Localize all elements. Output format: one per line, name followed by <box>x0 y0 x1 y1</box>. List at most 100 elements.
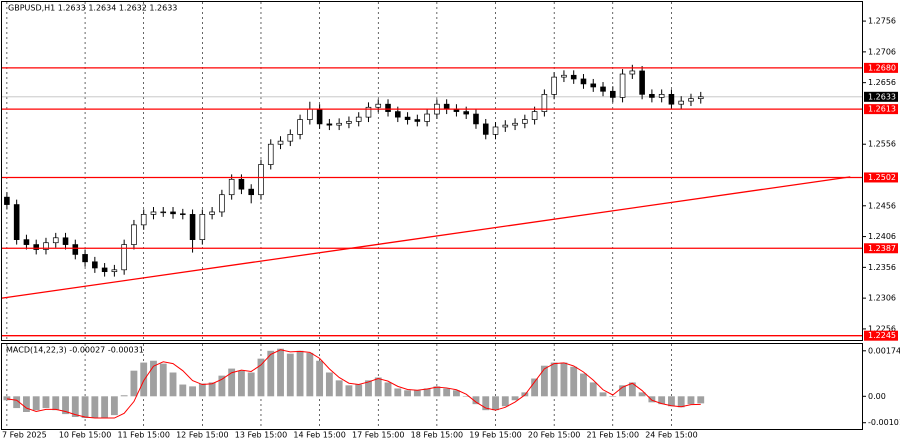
level-label-box <box>864 330 898 341</box>
candle-body <box>404 116 411 120</box>
candle-body <box>443 103 450 110</box>
candle-body <box>111 269 118 273</box>
candle-body <box>531 111 538 120</box>
y-tick-label: 0.00 <box>868 392 886 401</box>
candle-body <box>248 188 254 196</box>
y-tick-label: 1.2356 <box>868 263 896 272</box>
candle-body <box>150 211 157 215</box>
histogram-bar <box>365 380 372 397</box>
candle-body <box>72 244 79 255</box>
histogram-bar <box>159 363 167 397</box>
histogram-bar <box>130 370 138 397</box>
level-label-text: 1.2245 <box>868 331 896 340</box>
level-label-text: 1.2387 <box>868 244 896 253</box>
histogram-bar <box>23 396 30 412</box>
x-tick-label: 13 Feb 15:00 <box>235 431 287 440</box>
level-label-text: 1.2680 <box>868 63 896 72</box>
histogram-bar <box>501 396 509 407</box>
histogram-bar <box>189 386 196 397</box>
x-tick-label: 11 Feb 15:00 <box>117 431 169 440</box>
y-tick-label: 0.00174 <box>868 346 900 355</box>
histogram-bar <box>540 365 548 397</box>
y-tick-label: -0.00101 <box>868 418 900 427</box>
histogram-bar <box>628 382 636 397</box>
histogram-bar <box>238 370 245 397</box>
y-tick-label: 1.2656 <box>868 78 896 87</box>
candle-body <box>316 108 323 125</box>
histogram-bar <box>482 396 490 411</box>
histogram-bar <box>531 378 539 397</box>
y-tick-label: 1.2256 <box>868 324 896 333</box>
candle-body <box>160 211 167 214</box>
candle-body <box>610 90 616 98</box>
candle-body <box>238 178 245 190</box>
histogram-bar <box>198 383 206 397</box>
candle-body <box>600 86 606 92</box>
chart-title: GBPUSD,H1 1.2633 1.2634 1.2632 1.2633 <box>8 4 177 13</box>
candle-body <box>346 121 352 124</box>
candle-body <box>502 124 509 128</box>
histogram-bar <box>648 396 656 403</box>
candle-body <box>649 93 655 98</box>
price-pane <box>1 1 863 341</box>
current-price-box <box>864 91 898 102</box>
x-tick-label: 24 Feb 15:00 <box>645 431 697 440</box>
histogram-bar <box>81 396 89 419</box>
candle-body <box>13 204 20 240</box>
candle-body <box>570 74 577 80</box>
candle-body <box>512 122 518 126</box>
histogram-bar <box>394 388 402 397</box>
histogram-bar <box>677 396 685 408</box>
histogram-bar <box>355 384 363 397</box>
candle-body <box>482 123 489 135</box>
level-label: 1.2680 <box>864 62 898 73</box>
histogram-bar <box>384 382 392 397</box>
histogram-bar <box>638 392 646 397</box>
x-tick-label: 20 Feb 15:00 <box>528 431 580 440</box>
candle-body <box>561 74 567 78</box>
histogram-bar <box>325 372 333 397</box>
candle-body <box>209 211 215 215</box>
histogram-bar <box>13 396 21 409</box>
candle-body <box>170 211 176 215</box>
candle-body <box>355 116 362 122</box>
histogram-bar <box>374 377 382 397</box>
candle-body <box>189 214 196 240</box>
histogram-bar <box>52 396 60 411</box>
histogram-bar <box>462 396 470 397</box>
candle-body <box>267 143 274 165</box>
candle-body <box>629 70 636 75</box>
level-label: 1.2245 <box>864 330 898 341</box>
histogram-bar <box>345 385 353 397</box>
y-tick-label: 1.2456 <box>868 201 896 210</box>
x-tick-label: 17 Feb 15:00 <box>352 431 404 440</box>
candle-body <box>541 93 548 112</box>
histogram-bar <box>179 384 187 397</box>
level-label: 1.2387 <box>864 243 898 254</box>
candle-body <box>199 214 206 240</box>
candle-body <box>688 98 694 102</box>
current-price-text: 1.2633 <box>868 92 896 101</box>
candle-body <box>180 213 186 215</box>
x-tick-label: 21 Feb 15:00 <box>587 431 639 440</box>
histogram-bar <box>580 373 587 397</box>
candle-body <box>365 106 372 118</box>
candle-body <box>375 103 382 108</box>
level-label: 1.2613 <box>864 104 898 115</box>
candle-body <box>424 113 430 122</box>
level-label-text: 1.2502 <box>868 173 896 182</box>
x-tick-label: 10 Feb 15:00 <box>59 431 111 440</box>
y-tick-label: 1.2306 <box>868 294 896 303</box>
histogram-bar <box>658 396 666 405</box>
histogram-bar <box>169 372 177 397</box>
histogram-bar <box>511 396 519 401</box>
candle-body <box>658 93 665 98</box>
candle-body <box>33 244 39 250</box>
histogram-bar <box>208 382 216 397</box>
candle-body <box>43 242 49 250</box>
histogram-bar <box>472 396 480 405</box>
candle-body <box>326 123 333 126</box>
candle-body <box>228 178 235 196</box>
candle-body <box>287 134 294 142</box>
